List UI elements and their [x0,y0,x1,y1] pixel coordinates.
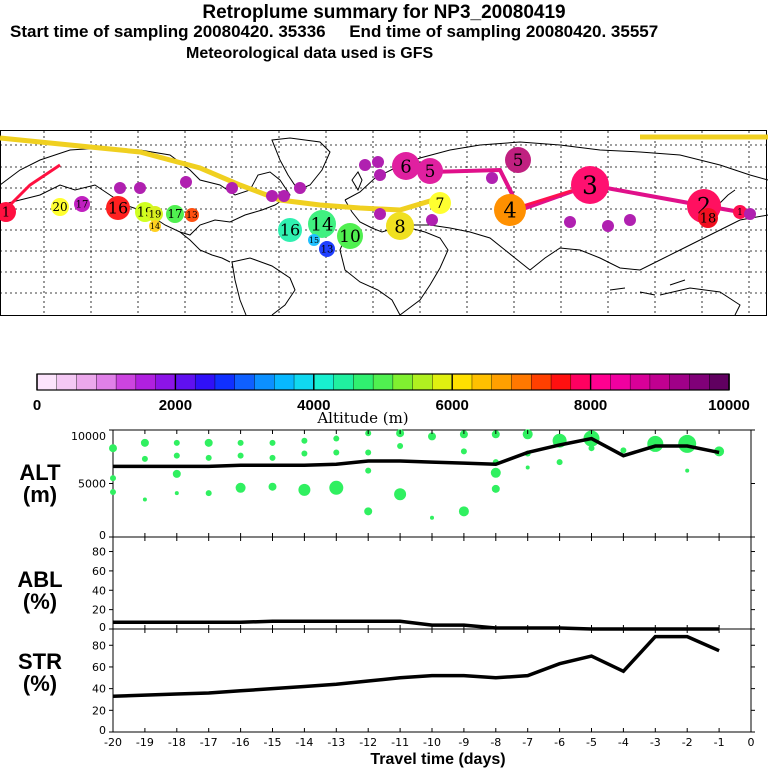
trajectory-marker [733,205,747,219]
trajectory-dot [226,182,238,194]
trajectory-dot [266,190,278,202]
trajectory-marker [74,196,90,212]
met-data-note: Meteorological data used is GFS [186,45,434,62]
trajectory-marker-label: 5 [513,151,524,171]
trajectory-marker [308,234,320,246]
trajectory-dot [486,172,498,184]
trajectory-marker [149,220,161,232]
trajectory-dot [114,182,126,194]
trajectory-marker-label: 17 [167,207,182,221]
trajectory-marker-label: 19 [149,210,162,221]
trajectory-dot [374,169,386,181]
trajectory-marker [571,166,609,204]
trajectory-marker [51,198,69,216]
trajectory-marker [386,212,414,240]
chart-title: Retroplume summary for NP3_20080419 [202,2,566,23]
trajectory-red-west [3,163,61,212]
trajectory-marker-label: 20 [52,200,67,214]
trajectory-marker-label: 7 [436,196,445,212]
trajectory-marker-label: 6 [400,156,411,177]
trajectory-marker [106,196,130,220]
trajectory-marker-label: 15 [309,236,319,245]
trajectory-dot [564,216,576,228]
trajectory-marker-label: 3 [582,171,598,200]
trajectory-marker-label: 16 [108,199,128,218]
map-grid [0,130,767,316]
trajectory-marker [337,223,363,249]
trajectory-marker-label: 14 [311,214,334,235]
trajectory-marker [278,218,302,242]
sampling-times: Start time of sampling 20080420. 35336 E… [10,22,659,41]
trajectory-marker [429,192,451,214]
trajectory-marker-label: 4 [503,198,516,222]
trajectory-dot [180,176,192,188]
trajectory-marker [147,206,163,222]
trajectory-marker-label: 17 [76,200,89,211]
trajectory-marker [0,202,16,222]
trajectory-marker-label: 18 [700,212,717,227]
trajectory-dot [134,182,146,194]
trajectory-marker [319,241,335,257]
trajectory-dot [602,220,614,232]
trajectory-marker-label: 1 [2,206,10,221]
trajectory-marker [494,194,526,226]
trajectory-marker [698,208,718,228]
trajectory-dot [426,214,438,226]
trajectory-marker-label: 1 [737,208,743,218]
trajectory-marker-label: 10 [339,227,361,247]
trajectory-dot [374,208,386,220]
trajectory-marker [166,205,184,223]
trajectory-marker [392,152,420,180]
trajectory-marker [417,158,443,184]
trajectory-marker-label: 13 [186,211,198,221]
trajectory-dot [372,156,384,168]
trajectory-marker-label: 5 [425,162,436,182]
trajectory-marker-label: 8 [394,216,405,237]
trajectory-dot [278,190,290,202]
trajectory-marker [308,210,336,238]
trajectory-marker [505,147,531,173]
trajectory-marker [185,208,199,222]
trajectory-marker-label: 14 [150,222,160,231]
trajectory-marker-label: 13 [321,245,334,256]
trajectory-marker-label: 16 [280,221,300,240]
trajectory-dot [624,214,636,226]
trajectory-dot [359,159,371,171]
trajectory-dot [294,182,306,194]
trajectory-dot [744,208,756,220]
map-frame [0,130,767,316]
